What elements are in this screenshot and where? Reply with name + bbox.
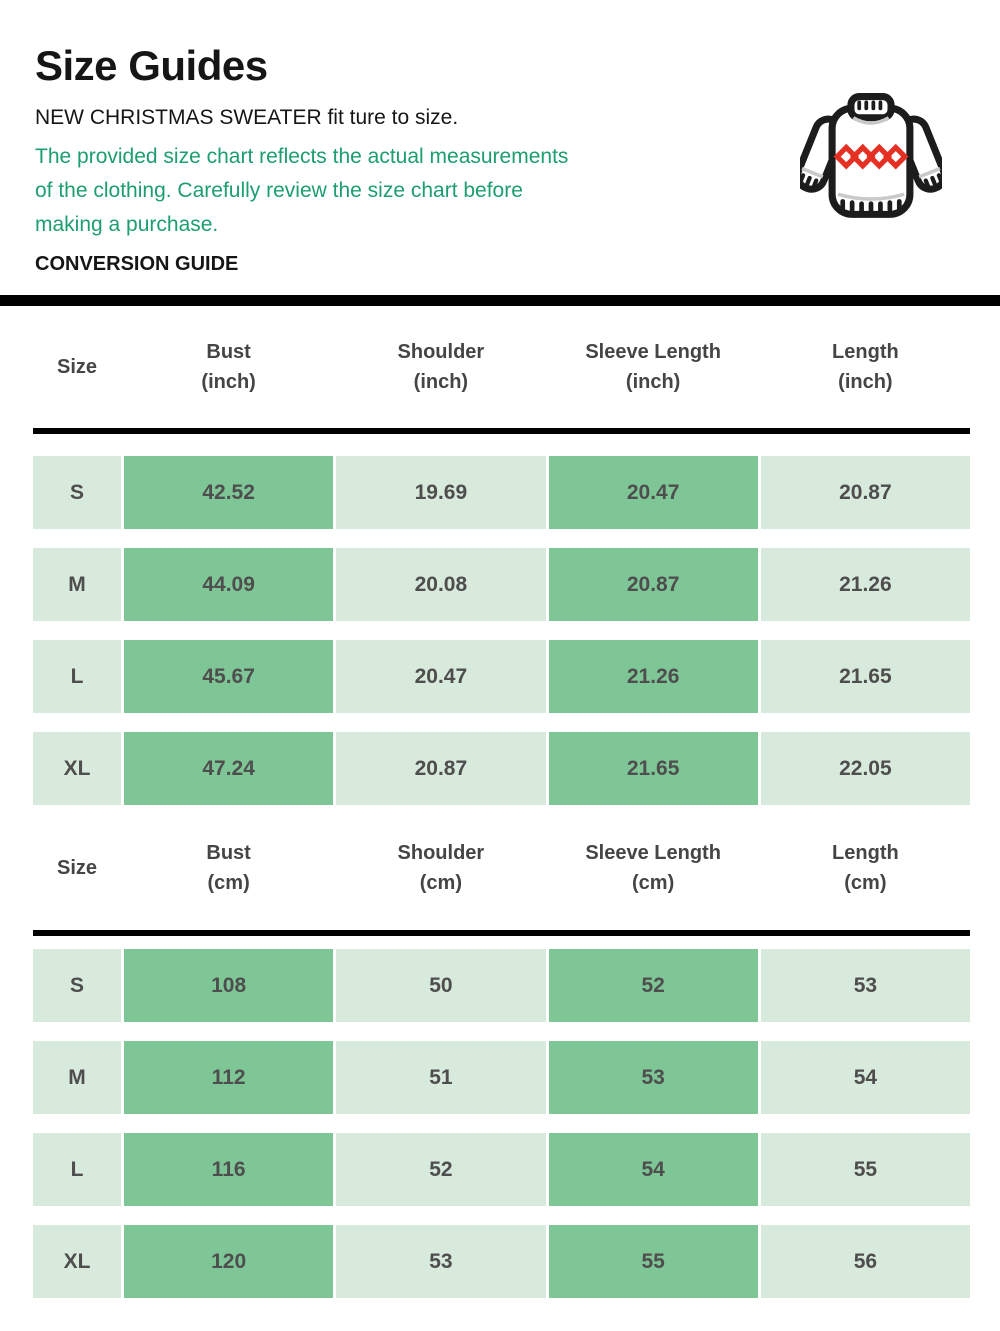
table-row-l: L 116 52 54 55 <box>33 1133 970 1206</box>
sleeve-length-cell: 54 <box>548 1133 758 1206</box>
column-label: Bust <box>206 341 251 363</box>
table-row-xl: XL 120 53 55 56 <box>33 1225 970 1298</box>
note-line: of the clothing. Carefully review the si… <box>35 179 523 202</box>
size-tables: Size Bust (inch) Shoulder (inch) Sleeve … <box>33 306 970 1298</box>
table-header-cell-sleeve-length: Sleeve Length (cm) <box>549 838 758 898</box>
length-cell: 21.26 <box>760 548 970 621</box>
table-row-m: M 112 51 53 54 <box>33 1041 970 1114</box>
table-header-row: Size Bust (inch) Shoulder (inch) Sleeve … <box>33 306 970 428</box>
shoulder-cell: 50 <box>336 949 546 1022</box>
size-cell: XL <box>33 732 121 805</box>
bust-cell: 42.52 <box>124 456 334 529</box>
bust-cell: 47.24 <box>124 732 334 805</box>
length-cell: 56 <box>760 1225 970 1298</box>
conversion-guide-label: CONVERSION GUIDE <box>35 253 239 275</box>
bust-cell: 108 <box>124 949 334 1022</box>
size-cell: S <box>33 456 121 529</box>
table-header-cell-size: Size <box>33 352 121 382</box>
bust-cell: 44.09 <box>124 548 334 621</box>
length-cell: 54 <box>760 1041 970 1114</box>
table-row-l: L 45.67 20.47 21.26 21.65 <box>33 640 970 713</box>
size-cell: L <box>33 1133 121 1206</box>
shoulder-cell: 52 <box>336 1133 546 1206</box>
table-row-s: S 108 50 52 53 <box>33 949 970 1022</box>
table-row-xl: XL 47.24 20.87 21.65 22.05 <box>33 732 970 805</box>
size-table-inch: Size Bust (inch) Shoulder (inch) Sleeve … <box>33 306 970 805</box>
shoulder-cell: 20.08 <box>336 548 546 621</box>
sleeve-length-cell: 20.87 <box>548 548 758 621</box>
product-fit-subtitle: NEW CHRISTMAS SWEATER fit ture to size. <box>35 106 459 129</box>
note-line: making a purchase. <box>35 213 219 236</box>
sleeve-length-cell: 55 <box>548 1225 758 1298</box>
table-header-cell-shoulder: Shoulder (cm) <box>336 838 545 898</box>
column-unit: (inch) <box>413 371 469 393</box>
length-cell: 53 <box>760 949 970 1022</box>
column-unit: (inch) <box>201 371 256 393</box>
size-cell: L <box>33 640 121 713</box>
table-header-cell-length: Length (cm) <box>761 838 970 898</box>
shoulder-cell: 53 <box>336 1225 546 1298</box>
column-label: Sleeve Length <box>585 841 721 864</box>
size-chart-note: The provided size chart reflects the act… <box>35 140 965 242</box>
shoulder-cell: 19.69 <box>336 456 546 529</box>
column-label: Length <box>832 341 899 363</box>
column-unit: (cm) <box>844 871 887 894</box>
column-unit: (cm) <box>419 871 462 894</box>
table-header-cell-shoulder: Shoulder (inch) <box>336 337 545 397</box>
size-cell: M <box>33 1041 121 1114</box>
column-unit: (inch) <box>625 371 681 393</box>
table-header-rule <box>33 930 970 936</box>
column-label: Size <box>56 856 98 879</box>
sleeve-length-cell: 53 <box>548 1041 758 1114</box>
length-cell: 21.65 <box>760 640 970 713</box>
section-divider <box>0 295 1000 306</box>
table-header-rule <box>33 428 970 434</box>
sleeve-length-cell: 21.65 <box>548 732 758 805</box>
column-unit: (cm) <box>207 871 250 894</box>
shoulder-cell: 20.87 <box>336 732 546 805</box>
christmas-sweater-icon <box>800 93 942 218</box>
size-cell: S <box>33 949 121 1022</box>
sleeve-length-cell: 21.26 <box>548 640 758 713</box>
table-header-cell-bust: Bust (inch) <box>124 337 333 397</box>
note-line: The provided size chart reflects the act… <box>35 145 569 168</box>
size-cell: XL <box>33 1225 121 1298</box>
length-cell: 22.05 <box>760 732 970 805</box>
table-header-row: Size Bust (cm) Shoulder (cm) Sleeve Leng… <box>33 805 970 930</box>
bust-cell: 120 <box>124 1225 334 1298</box>
length-cell: 20.87 <box>760 456 970 529</box>
page-title: Size Guides <box>35 42 268 89</box>
size-cell: M <box>33 548 121 621</box>
column-label: Length <box>832 841 899 864</box>
column-unit: (inch) <box>838 371 893 393</box>
length-cell: 55 <box>760 1133 970 1206</box>
sleeve-length-cell: 52 <box>548 949 758 1022</box>
table-row-s: S 42.52 19.69 20.47 20.87 <box>33 456 970 529</box>
column-label: Sleeve Length <box>585 341 721 363</box>
bust-cell: 116 <box>124 1133 334 1206</box>
size-table-cm: Size Bust (cm) Shoulder (cm) Sleeve Leng… <box>33 805 970 1298</box>
page-header: Size Guides NEW CHRISTMAS SWEATER fit tu… <box>0 0 1000 277</box>
column-label: Shoulder <box>397 341 485 363</box>
column-label: Bust <box>206 841 251 864</box>
bust-cell: 45.67 <box>124 640 334 713</box>
table-row-m: M 44.09 20.08 20.87 21.26 <box>33 548 970 621</box>
column-unit: (cm) <box>632 871 675 894</box>
column-label: Size <box>56 356 98 378</box>
shoulder-cell: 51 <box>336 1041 546 1114</box>
table-header-cell-length: Length (inch) <box>761 337 970 397</box>
table-header-cell-sleeve-length: Sleeve Length (inch) <box>549 337 758 397</box>
shoulder-cell: 20.47 <box>336 640 546 713</box>
sleeve-length-cell: 20.47 <box>548 456 758 529</box>
bust-cell: 112 <box>124 1041 334 1114</box>
table-header-cell-size: Size <box>33 853 121 883</box>
table-header-cell-bust: Bust (cm) <box>124 838 333 898</box>
column-label: Shoulder <box>397 841 485 864</box>
